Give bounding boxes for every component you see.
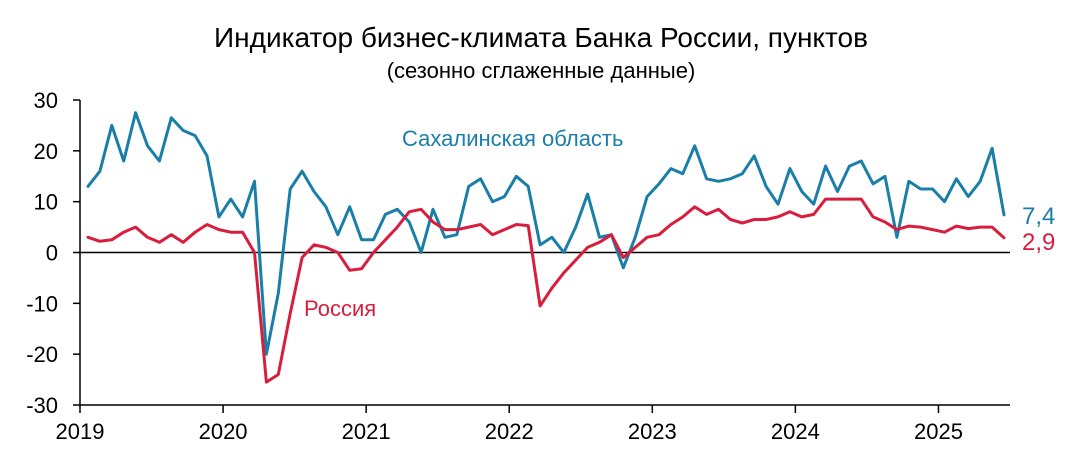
y-tick-label: 0	[46, 241, 58, 266]
y-tick-label: 10	[34, 190, 58, 215]
series-line-russia	[86, 197, 1006, 384]
x-tick-label: 2023	[628, 419, 677, 444]
y-tick-label: 20	[34, 139, 58, 164]
x-tick-label: 2024	[771, 419, 820, 444]
y-axis-tick-labels: 30 20 10 0 -10 -20 -30	[26, 88, 58, 418]
x-tick-label: 2025	[914, 419, 963, 444]
series-line-sakhalin	[86, 111, 1006, 356]
end-label-sakhalin: 7,4	[1022, 203, 1055, 230]
y-tick-label: -20	[26, 342, 58, 367]
x-tick-label: 2021	[342, 419, 391, 444]
series-label-sakhalin: Сахалинская область	[402, 126, 623, 151]
end-label-russia: 2,9	[1022, 229, 1055, 256]
chart-subtitle: (сезонно сглаженные данные)	[386, 58, 696, 83]
chart-title: Индикатор бизнес-климата Банка России, п…	[214, 22, 868, 53]
y-tick-label: -30	[26, 393, 58, 418]
series-label-russia: Россия	[304, 296, 376, 321]
chart-axes	[73, 99, 1010, 413]
y-tick-label: 30	[34, 88, 58, 113]
x-axis-tick-labels: 2019 2020 2021 2022 2023 2024 2025	[56, 419, 963, 444]
x-tick-label: 2019	[56, 419, 105, 444]
y-tick-label: -10	[26, 291, 58, 316]
x-tick-label: 2020	[199, 419, 248, 444]
x-tick-label: 2022	[485, 419, 534, 444]
series-lines	[86, 111, 1006, 384]
